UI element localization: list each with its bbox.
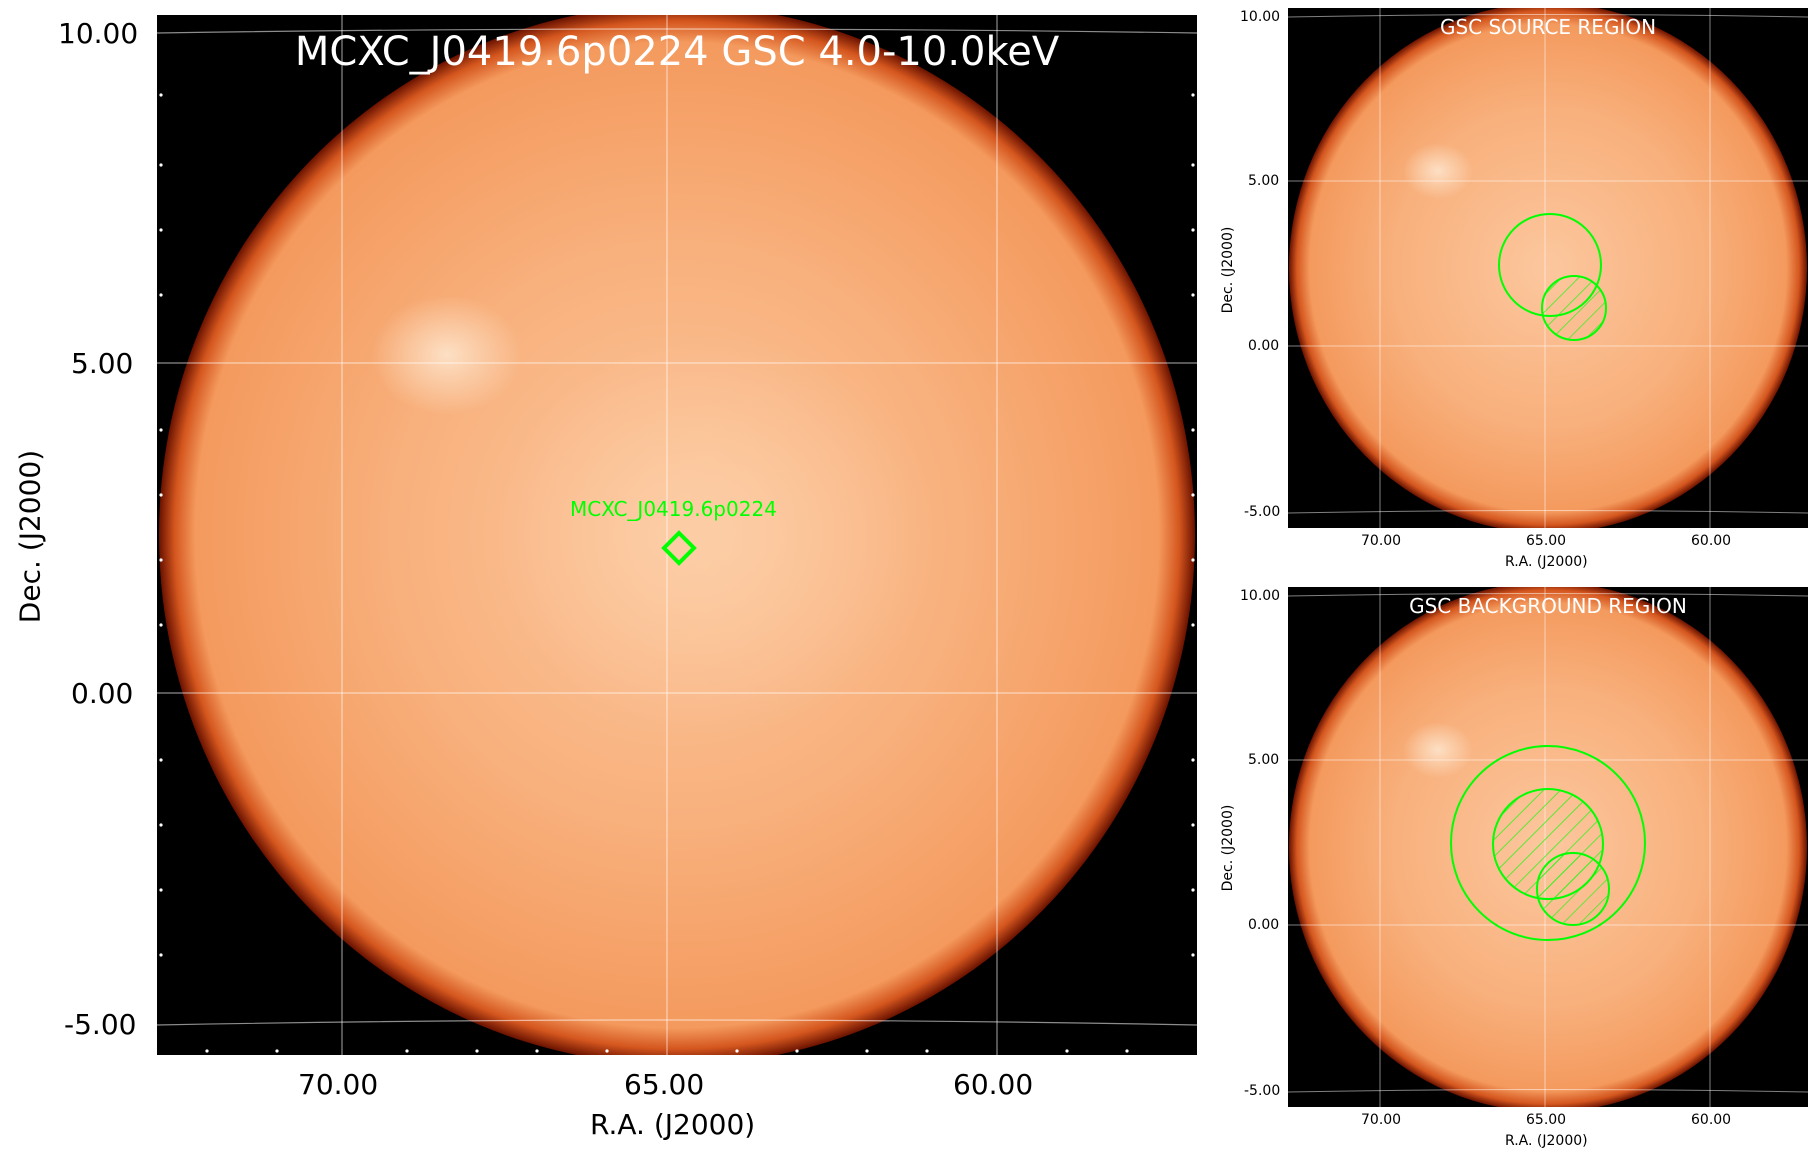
- main-sky-image: MCXC_J0419.6p0224 GSC 4.0-10.0keV MCXC_J…: [157, 15, 1197, 1055]
- main-xtick-65: 65.00: [624, 1068, 705, 1101]
- source-sky-svg: [1288, 8, 1808, 528]
- source-label: MCXC_J0419.6p0224: [570, 497, 777, 521]
- source-panel-title: GSC SOURCE REGION: [1439, 15, 1657, 39]
- bright-spot: [372, 295, 522, 415]
- bkg-ytick-10: 10.00: [1240, 588, 1281, 604]
- background-panel-title: GSC BACKGROUND REGION: [1409, 594, 1687, 618]
- bkg-ytick-0: 0.00: [1248, 917, 1280, 933]
- bkg-xtick-60: 60.00: [1691, 1112, 1732, 1128]
- main-ytick-5: 5.00: [71, 347, 134, 380]
- main-xtick-70: 70.00: [298, 1068, 379, 1101]
- bkg-ytick-minus5: -5.00: [1244, 1083, 1281, 1099]
- bkg-xtick-65: 65.00: [1526, 1112, 1567, 1128]
- tick-marks: [159, 93, 1195, 1053]
- background-annulus-outer: [1450, 745, 1646, 941]
- source-marker-diamond: [661, 530, 697, 566]
- sky-disk: [1289, 8, 1807, 528]
- src-ytick-minus5: -5.00: [1244, 504, 1281, 520]
- main-xaxis-title: R.A. (J2000): [590, 1108, 756, 1141]
- coordinate-grid: [157, 15, 1197, 1055]
- bkg-yaxis-title: Dec. (J2000): [1220, 804, 1236, 892]
- src-xaxis-title: R.A. (J2000): [1505, 554, 1588, 570]
- coordinate-grid: [1288, 587, 1808, 1107]
- src-yaxis-title: Dec. (J2000): [1220, 226, 1236, 314]
- main-yaxis-title: Dec. (J2000): [13, 449, 47, 624]
- src-xtick-60: 60.00: [1691, 533, 1732, 549]
- excluded-region-circle: [1541, 275, 1607, 341]
- main-sky-svg: [157, 15, 1197, 1055]
- central-glow: [497, 335, 937, 735]
- src-xtick-70: 70.00: [1361, 533, 1402, 549]
- src-ytick-0: 0.00: [1248, 338, 1280, 354]
- src-ytick-5: 5.00: [1248, 173, 1280, 189]
- bright-spot: [1403, 722, 1473, 778]
- background-sky-image: GSC BACKGROUND REGION: [1288, 587, 1808, 1107]
- bkg-xaxis-title: R.A. (J2000): [1505, 1133, 1588, 1149]
- bkg-ytick-5: 5.00: [1248, 752, 1280, 768]
- excluded-region-circle: [1536, 852, 1610, 926]
- coordinate-grid: [1288, 8, 1808, 528]
- main-ytick-minus5: -5.00: [64, 1008, 137, 1041]
- main-xtick-60: 60.00: [953, 1068, 1034, 1101]
- bright-spot: [1403, 143, 1473, 199]
- main-ytick-0: 0.00: [71, 677, 134, 710]
- main-ytick-10: 10.00: [58, 17, 139, 50]
- main-plot-title: MCXC_J0419.6p0224 GSC 4.0-10.0keV: [294, 29, 1060, 75]
- src-xtick-65: 65.00: [1526, 533, 1567, 549]
- src-ytick-10: 10.00: [1240, 9, 1281, 25]
- bkg-xtick-70: 70.00: [1361, 1112, 1402, 1128]
- source-sky-image: GSC SOURCE REGION: [1288, 8, 1808, 528]
- background-sky-svg: [1288, 587, 1808, 1107]
